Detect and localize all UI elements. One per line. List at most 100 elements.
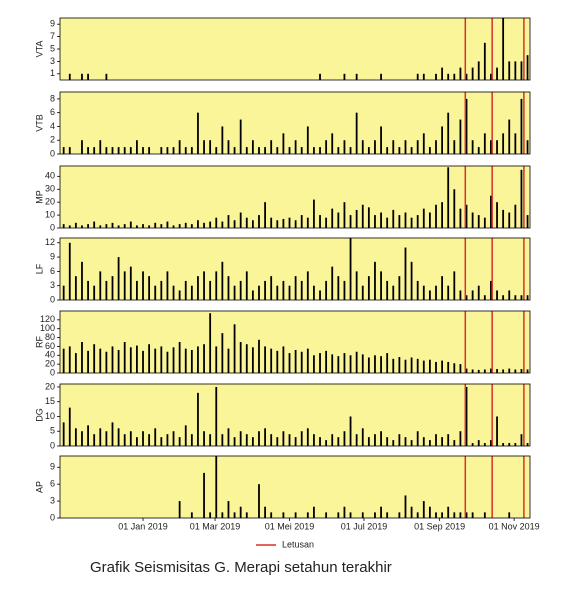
bar [447,73,450,80]
panel-background [60,456,530,518]
bar [93,434,96,446]
bar [447,361,450,373]
bar [380,126,382,154]
bar [392,140,395,154]
bar [197,220,199,228]
bar [148,147,151,154]
bar [190,512,193,518]
y-tick-label: 12 [45,237,55,247]
bar [306,271,309,300]
bar [245,271,248,300]
bar [276,285,279,300]
bar [331,266,334,300]
bar [526,369,529,373]
bar [331,354,334,373]
bar [166,147,169,154]
bar [74,353,77,373]
bar [197,112,199,154]
bar [435,285,437,300]
bar [81,140,83,154]
bar [337,212,340,228]
bar [459,208,462,228]
y-tick-label: 0 [50,367,55,377]
bar [251,140,254,154]
bar [264,280,266,300]
bar [441,126,444,154]
bar [502,209,505,228]
bar [404,247,407,300]
bar [435,140,437,154]
bar [508,119,511,154]
bar [288,285,291,300]
bar [142,271,144,300]
bar [416,358,419,373]
bar [483,443,486,446]
bar [319,437,321,446]
bar [117,428,120,446]
bar [129,347,132,373]
y-tick-label: 5 [50,426,55,436]
bar [422,73,425,80]
bar [270,434,273,446]
bar [258,285,260,300]
bar [422,133,425,154]
bar [502,295,505,300]
bar [227,348,230,373]
bar [428,440,431,446]
bar [245,344,248,373]
bar [313,147,315,154]
bar [520,369,523,373]
bar [154,348,157,373]
bar [123,147,126,154]
bar [81,342,83,373]
caption: Grafik Seismisitas G. Merapi setahun ter… [90,559,392,576]
y-axis-label: MP [34,190,44,204]
bar [459,67,462,80]
bar [471,140,474,154]
panel-frame [59,165,531,229]
bar [361,428,364,446]
y-tick-label: 0 [50,512,55,522]
bar [160,224,163,228]
bar [422,437,425,446]
bar [410,440,413,446]
bar [68,147,71,154]
bar [477,215,480,228]
bar [111,346,114,373]
y-tick-label: 10 [45,411,55,421]
bar [471,443,474,446]
y-tick-label: 3 [50,280,55,290]
bar [496,290,498,300]
bar [483,512,486,518]
bar [294,276,297,300]
bar [300,147,303,154]
bar [190,224,193,228]
bar [294,349,297,373]
bar [233,285,236,300]
bar [367,357,370,373]
bar [490,368,492,373]
bar [288,147,291,154]
bar [129,266,132,300]
bar [465,204,468,228]
bar [160,147,163,154]
bar [68,73,71,80]
bar [105,431,108,446]
bar [239,280,242,300]
bar [148,225,151,228]
bar [465,512,468,518]
bar [325,512,328,518]
bar [129,431,132,446]
bar [74,276,77,300]
bar [380,431,382,446]
bar [117,147,120,154]
bar [435,512,437,518]
bar [477,440,480,446]
bar [251,290,254,300]
y-axis-label: AP [34,481,44,493]
bar [386,217,389,228]
bar [62,285,65,300]
bar [416,73,419,80]
bar [490,195,492,228]
bar [227,501,230,518]
